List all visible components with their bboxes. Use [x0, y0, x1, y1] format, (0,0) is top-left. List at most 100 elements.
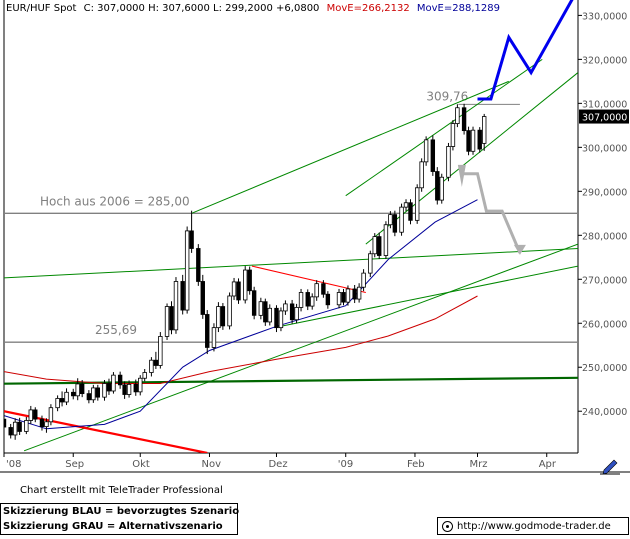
candle-body	[211, 327, 217, 348]
candle-body	[283, 303, 288, 312]
candle-body	[59, 398, 65, 403]
candle-body	[388, 214, 393, 226]
candle-body	[336, 292, 342, 306]
candle-body	[263, 301, 268, 323]
candle-body	[325, 293, 331, 306]
candle-body	[403, 202, 409, 208]
candle-body	[439, 176, 444, 201]
candle-body	[153, 359, 159, 366]
moving-average-line	[4, 295, 478, 384]
candle-body	[356, 286, 362, 300]
website-url: http://www.godmode-trader.de	[457, 520, 611, 532]
trend-line	[345, 58, 543, 197]
chart-header: EUR/HUF Spot C: 307,0000 H: 307,6000 L: …	[6, 3, 500, 14]
candle-body	[274, 307, 279, 329]
y-tick-label: 270,0000	[582, 275, 627, 286]
candle-body	[44, 421, 49, 428]
candle-body	[33, 409, 38, 420]
candle-body	[446, 146, 451, 178]
candle-body	[383, 224, 389, 256]
candle-body	[184, 230, 190, 311]
moving-average-line	[4, 199, 478, 430]
candle-body	[377, 236, 382, 256]
header-symbol: EUR/HUF Spot	[6, 3, 77, 14]
website-link[interactable]: http://www.godmode-trader.de	[437, 517, 629, 535]
chart-background	[0, 0, 630, 480]
candle-body	[149, 359, 154, 373]
candle-body	[361, 272, 366, 288]
candle-body	[122, 384, 127, 395]
scenario-blue-path	[477, 0, 574, 101]
last-price-box	[579, 109, 629, 124]
y-tick-label: 300,0000	[582, 143, 627, 154]
trend-line	[23, 243, 578, 452]
candle-body	[180, 281, 185, 311]
candle-body	[461, 107, 467, 132]
candle-body	[372, 236, 377, 255]
candle-body	[435, 171, 440, 201]
candle-body	[310, 296, 315, 307]
trend-lines	[4, 58, 578, 453]
candle-body	[399, 206, 404, 233]
trend-line	[274, 265, 578, 329]
candle-body	[196, 248, 201, 282]
candle-body	[4, 418, 7, 428]
candle-body	[220, 306, 226, 327]
candle-body	[289, 303, 295, 321]
candle-body	[466, 130, 471, 152]
candle-body	[75, 383, 80, 397]
candle-body	[12, 421, 18, 436]
candle-body	[477, 129, 482, 150]
candle-body	[64, 391, 69, 403]
candle-body	[173, 281, 179, 331]
x-axis: '08 Sep Okt Nov Dez '09 Feb Mrz Apr	[3, 453, 557, 470]
candle-body	[106, 383, 112, 392]
candle-body	[138, 377, 143, 393]
candle-body	[164, 306, 170, 337]
trend-line	[4, 247, 578, 279]
candle-body	[423, 139, 429, 163]
candle-body	[321, 283, 326, 295]
trend-line	[191, 80, 509, 214]
candle-body	[352, 288, 357, 300]
x-tick-label: '08	[6, 459, 21, 470]
candle-body	[345, 288, 351, 303]
y-tick-label: 250,0000	[582, 363, 627, 374]
candle-body	[17, 421, 22, 432]
y-tick-label: 320,0000	[582, 55, 627, 66]
candle-body	[102, 383, 107, 398]
candle-body	[236, 281, 241, 301]
x-tick-label: Nov	[201, 459, 221, 470]
y-tick-label: 280,0000	[582, 231, 627, 242]
chart-credit: Chart erstellt mit TeleTrader Profession…	[20, 485, 223, 496]
candle-body	[243, 269, 248, 301]
header-ma2: MovE=288,1289	[417, 3, 500, 14]
trend-line	[251, 265, 366, 293]
scenario-blue-note: Skizzierung BLAU = bevorzugtes Szenario	[3, 506, 240, 517]
y-tick-label: 310,0000	[582, 99, 627, 110]
candle-body	[216, 306, 221, 329]
y-tick-label: 240,0000	[582, 407, 627, 418]
candle-body	[247, 269, 252, 292]
candle-body	[205, 314, 210, 348]
candle-body	[231, 281, 237, 297]
candle-body	[200, 281, 205, 315]
candle-body	[341, 292, 346, 303]
candle-body	[55, 398, 60, 409]
svg-text:EUR/HUF Spot C: 307,0000: EUR/HUF Spot C: 307,0000 H: 307,6000 L: …	[6, 3, 500, 14]
moving-averages	[4, 199, 478, 430]
candle-body	[111, 374, 116, 392]
candle-body	[481, 116, 487, 144]
candle-body	[419, 161, 424, 189]
candle-body	[117, 374, 123, 386]
x-tick-label: Sep	[65, 459, 84, 470]
y-tick-label: 290,0000	[582, 187, 627, 198]
scenario-grey-note: Skizzierung GRAU = Alternativszenario	[3, 521, 223, 532]
candle-body	[430, 139, 436, 172]
scenario-grey-arrowhead	[513, 244, 526, 255]
candle-body	[305, 292, 310, 307]
candle-body	[158, 336, 163, 366]
pencil-icon[interactable]	[600, 459, 620, 475]
last-price-label: 307,0000	[582, 113, 627, 124]
candle-body	[48, 407, 54, 423]
